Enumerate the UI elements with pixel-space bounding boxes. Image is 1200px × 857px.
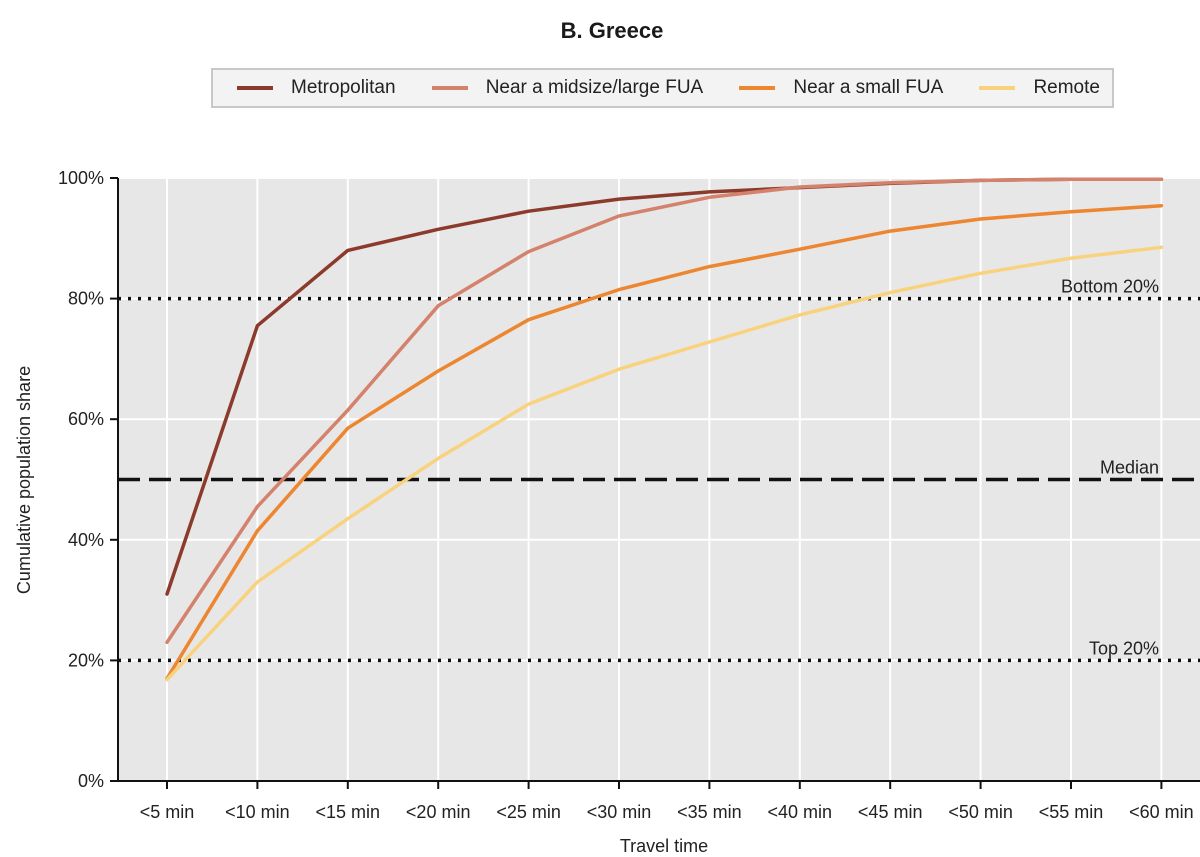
x-tick-label: <5 min xyxy=(140,802,195,822)
legend-label: Near a small FUA xyxy=(793,77,944,98)
legend-label: Near a midsize/large FUA xyxy=(485,77,704,98)
chart-legend: Metropolitan Near a midsize/large FUA Near… xyxy=(211,68,1114,108)
chart-title: B. Greece xyxy=(560,18,664,43)
x-tick-label: <20 min xyxy=(406,802,471,822)
y-tick-label: 100% xyxy=(58,168,104,188)
legend-swatch xyxy=(237,86,273,90)
y-tick-label: 0% xyxy=(78,771,104,791)
legend-swatch xyxy=(739,86,776,90)
reference-line-label: Median xyxy=(1100,458,1159,478)
legend-item: Metropolitan xyxy=(237,77,396,99)
reference-line-label: Bottom 20% xyxy=(1061,277,1159,297)
x-tick-label: <35 min xyxy=(677,802,742,822)
y-tick-label: 60% xyxy=(68,409,104,429)
x-tick-label: <10 min xyxy=(225,802,290,822)
legend-swatch xyxy=(431,86,468,90)
series-lines xyxy=(165,177,1164,682)
x-tick-label: <30 min xyxy=(587,802,652,822)
x-tick-label: <60 min xyxy=(1129,802,1194,822)
series-line xyxy=(165,245,1164,682)
series-line xyxy=(165,203,1164,681)
legend-item: Remote xyxy=(979,77,1100,99)
x-tick-label: <25 min xyxy=(496,802,561,822)
y-tick-label: 20% xyxy=(68,650,104,670)
axes: <5 min <10 min <15 min <20 min <25 min <30 mi… xyxy=(58,168,1200,822)
series-line xyxy=(165,177,1164,645)
y-tick-label: 80% xyxy=(68,289,104,309)
legend-item: Near a small FUA xyxy=(739,77,943,99)
y-axis-label: Cumulative population share xyxy=(14,366,34,594)
x-tick-label: <45 min xyxy=(858,802,923,822)
x-tick-label: <50 min xyxy=(948,802,1013,822)
reference-lines: Bottom 20% Median Top 20% xyxy=(118,277,1200,663)
legend-item: Near a midsize/large FUA xyxy=(431,77,704,99)
x-tick-label: <40 min xyxy=(768,802,833,822)
legend-swatch xyxy=(979,86,1016,90)
x-axis-label: Travel time xyxy=(620,836,708,856)
legend-label: Metropolitan xyxy=(291,77,396,98)
reference-line-label: Top 20% xyxy=(1089,638,1159,658)
x-tick-label: <55 min xyxy=(1039,802,1104,822)
y-tick-label: 40% xyxy=(68,530,104,550)
legend-label: Remote xyxy=(1033,77,1100,98)
x-tick-label: <15 min xyxy=(316,802,381,822)
